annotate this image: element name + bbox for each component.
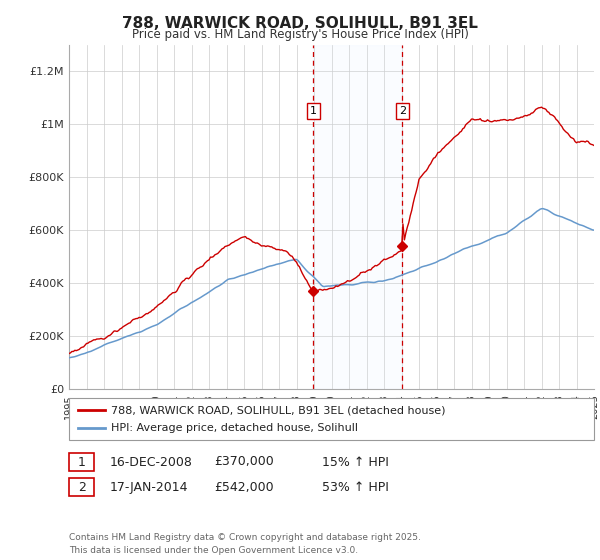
Text: HPI: Average price, detached house, Solihull: HPI: Average price, detached house, Soli… xyxy=(111,423,358,433)
Text: 2: 2 xyxy=(398,106,406,116)
Text: 16-DEC-2008: 16-DEC-2008 xyxy=(109,455,192,469)
Text: Contains HM Land Registry data © Crown copyright and database right 2025.
This d: Contains HM Land Registry data © Crown c… xyxy=(69,533,421,554)
Text: Price paid vs. HM Land Registry's House Price Index (HPI): Price paid vs. HM Land Registry's House … xyxy=(131,28,469,41)
Text: 1: 1 xyxy=(77,455,86,469)
Bar xyxy=(313,45,402,389)
Text: 788, WARWICK ROAD, SOLIHULL, B91 3EL: 788, WARWICK ROAD, SOLIHULL, B91 3EL xyxy=(122,16,478,31)
Text: 17-JAN-2014: 17-JAN-2014 xyxy=(109,480,188,494)
Text: 1: 1 xyxy=(310,106,317,116)
Text: £542,000: £542,000 xyxy=(214,480,274,494)
Text: £370,000: £370,000 xyxy=(214,455,274,469)
Text: 788, WARWICK ROAD, SOLIHULL, B91 3EL (detached house): 788, WARWICK ROAD, SOLIHULL, B91 3EL (de… xyxy=(111,405,445,415)
Text: 2: 2 xyxy=(77,480,86,494)
Text: 15% ↑ HPI: 15% ↑ HPI xyxy=(322,455,389,469)
Text: 53% ↑ HPI: 53% ↑ HPI xyxy=(322,480,389,494)
